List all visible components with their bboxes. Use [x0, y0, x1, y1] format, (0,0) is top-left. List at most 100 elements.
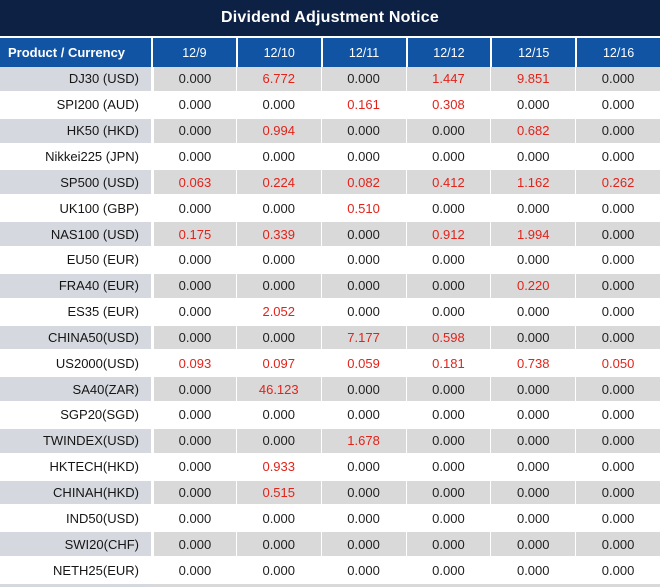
value-cell: 0.308 — [405, 92, 491, 117]
table-row: EU50 (EUR) 0.000 0.000 0.000 0.000 0.000 0.000 — [0, 247, 660, 274]
value-cell: 0.000 — [405, 506, 491, 531]
value-cell: 0.912 — [405, 222, 491, 246]
value-cell: 6.772 — [235, 67, 321, 91]
value-cell: 0.000 — [490, 299, 576, 324]
value-cell: 0.000 — [151, 144, 236, 169]
product-cell: ES35 (EUR) — [0, 299, 151, 324]
value-cell: 0.000 — [490, 480, 576, 505]
value-cell: 0.598 — [405, 325, 491, 350]
value-cell: 0.000 — [490, 506, 576, 531]
value-cell: 0.000 — [575, 273, 660, 298]
value-cell: 0.000 — [490, 247, 576, 272]
value-cell: 0.000 — [151, 428, 236, 453]
value-cell: 0.000 — [320, 558, 406, 582]
value-cell: 0.000 — [405, 377, 491, 402]
value-cell: 0.000 — [405, 558, 491, 582]
column-header-date: 12/12 — [405, 38, 491, 67]
product-cell: HK50 (HKD) — [0, 118, 151, 143]
table-row: FRA40 (EUR) 0.000 0.000 0.000 0.000 0.220 0.00… — [0, 273, 660, 300]
value-cell: 0.000 — [490, 403, 576, 427]
value-cell: 0.000 — [405, 118, 491, 143]
value-cell: 0.000 — [235, 247, 321, 272]
value-cell: 0.000 — [320, 144, 406, 169]
value-cell: 7.177 — [320, 325, 406, 350]
table-row: HK50 (HKD) 0.000 0.994 0.000 0.000 0.682 0.000 — [0, 118, 660, 145]
value-cell: 0.000 — [151, 403, 236, 427]
value-cell: 0.000 — [490, 558, 576, 582]
value-cell: 0.000 — [405, 480, 491, 505]
value-cell: 0.000 — [490, 454, 576, 479]
value-cell: 0.000 — [320, 247, 406, 272]
cutoff-row-product-segment — [0, 584, 151, 587]
table-row: SA40(ZAR) 0.000 46.123 0.000 0.000 0.000 0.000 — [0, 377, 660, 404]
value-cell: 0.000 — [235, 273, 321, 298]
value-cell: 1.162 — [490, 170, 576, 195]
product-cell: SPI200 (AUD) — [0, 92, 151, 117]
value-cell: 0.000 — [151, 558, 236, 582]
value-cell: 0.000 — [575, 403, 660, 427]
value-cell: 0.515 — [235, 480, 321, 505]
product-cell: US2000(USD) — [0, 351, 151, 376]
table-row: NETH25(EUR) 0.000 0.000 0.000 0.000 0.000 0.00… — [0, 558, 660, 584]
table-row: HKTECH(HKD) 0.000 0.933 0.000 0.000 0.000 0.00… — [0, 454, 660, 481]
table-row: CHINAH(HKD) 0.000 0.515 0.000 0.000 0.000 0.00… — [0, 480, 660, 507]
value-cell: 0.000 — [575, 325, 660, 350]
value-cell: 0.000 — [405, 532, 491, 557]
value-cell: 0.000 — [575, 196, 660, 221]
table-row: Nikkei225 (JPN) 0.000 0.000 0.000 0.000 0.000… — [0, 144, 660, 171]
value-cell: 0.000 — [151, 532, 236, 557]
value-cell: 0.000 — [235, 325, 321, 350]
value-cell: 0.000 — [405, 454, 491, 479]
table-row: SPI200 (AUD) 0.000 0.000 0.161 0.308 0.000 0.0… — [0, 92, 660, 119]
product-cell: SGP20(SGD) — [0, 403, 151, 427]
value-cell: 0.000 — [235, 196, 321, 221]
column-header-date: 12/15 — [490, 38, 576, 67]
value-cell: 0.000 — [405, 273, 491, 298]
product-cell: IND50(USD) — [0, 506, 151, 531]
value-cell: 0.000 — [235, 558, 321, 582]
column-header-date: 12/16 — [575, 38, 660, 67]
value-cell: 0.175 — [151, 222, 236, 246]
value-cell: 0.994 — [235, 118, 321, 143]
column-header-date: 12/10 — [235, 38, 321, 67]
value-cell: 0.000 — [490, 428, 576, 453]
table-row: SGP20(SGD) 0.000 0.000 0.000 0.000 0.000 0.000 — [0, 403, 660, 429]
value-cell: 0.000 — [575, 299, 660, 324]
value-cell: 0.000 — [490, 532, 576, 557]
value-cell: 0.000 — [320, 222, 406, 246]
value-cell: 0.000 — [151, 506, 236, 531]
value-cell: 9.851 — [490, 67, 576, 91]
product-cell: SP500 (USD) — [0, 170, 151, 195]
value-cell: 0.000 — [490, 144, 576, 169]
value-cell: 0.000 — [575, 118, 660, 143]
value-cell: 0.000 — [320, 377, 406, 402]
column-header-date: 12/9 — [151, 38, 236, 67]
value-cell: 0.000 — [320, 506, 406, 531]
value-cell: 0.000 — [575, 454, 660, 479]
value-cell: 0.000 — [320, 273, 406, 298]
value-cell: 0.262 — [575, 170, 660, 195]
product-cell: CHINAH(HKD) — [0, 480, 151, 505]
table-row: SWI20(CHF) 0.000 0.000 0.000 0.000 0.000 0.000 — [0, 532, 660, 559]
table-row: TWINDEX(USD) 0.000 0.000 1.678 0.000 0.000 0.0… — [0, 428, 660, 455]
value-cell: 0.059 — [320, 351, 406, 376]
value-cell: 1.447 — [405, 67, 491, 91]
value-cell: 0.224 — [235, 170, 321, 195]
value-cell: 0.050 — [575, 351, 660, 376]
value-cell: 0.093 — [151, 351, 236, 376]
product-cell: NETH25(EUR) — [0, 558, 151, 582]
page-title-text: Dividend Adjustment Notice — [221, 9, 439, 26]
value-cell: 0.000 — [490, 377, 576, 402]
value-cell: 0.181 — [405, 351, 491, 376]
value-cell: 0.000 — [151, 377, 236, 402]
table-row: ES35 (EUR) 0.000 2.052 0.000 0.000 0.000 0.000 — [0, 299, 660, 326]
table-row: IND50(USD) 0.000 0.000 0.000 0.000 0.000 0.000 — [0, 506, 660, 533]
value-cell: 46.123 — [235, 377, 321, 402]
table-row: UK100 (GBP) 0.000 0.000 0.510 0.000 0.000 0.00… — [0, 196, 660, 223]
value-cell: 0.000 — [575, 247, 660, 272]
value-cell: 0.000 — [575, 506, 660, 531]
value-cell: 0.000 — [405, 196, 491, 221]
value-cell: 0.000 — [235, 144, 321, 169]
value-cell: 0.161 — [320, 92, 406, 117]
value-cell: 0.000 — [575, 480, 660, 505]
